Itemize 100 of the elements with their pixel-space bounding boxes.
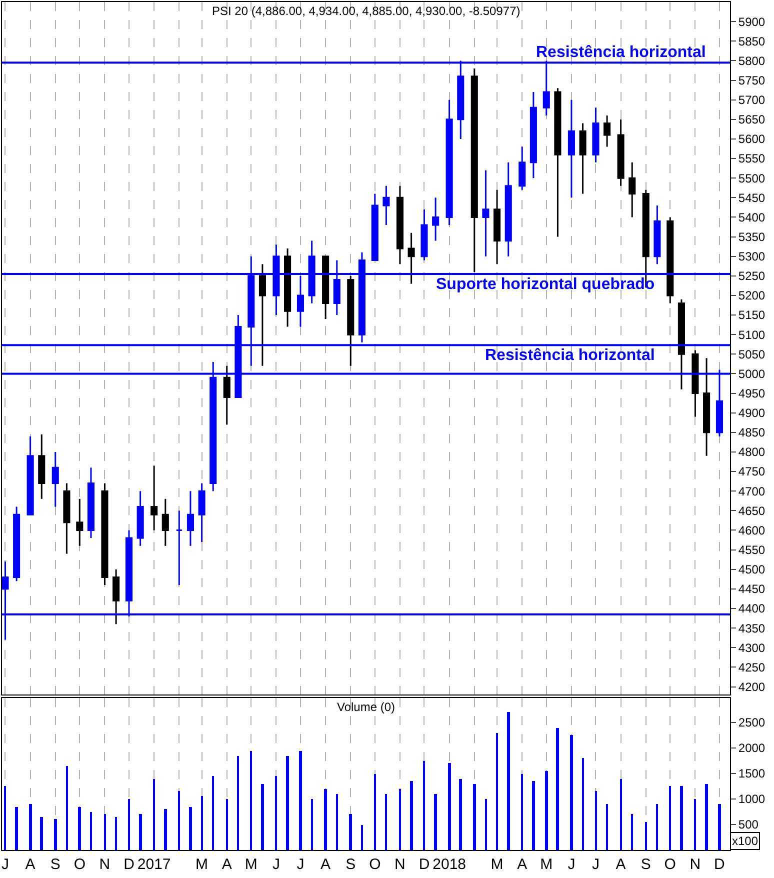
bar (582, 758, 584, 850)
candlestick (176, 510, 183, 586)
candlestick (258, 263, 266, 367)
y-tick-label: 5850 (738, 34, 766, 48)
x-tick-label: J (272, 856, 280, 873)
y-tick-label: 4850 (738, 426, 766, 440)
bar (286, 756, 289, 850)
x-tick-label: M (540, 856, 553, 873)
candlestick (518, 146, 526, 191)
bar (545, 770, 548, 850)
y-tick-label: 4800 (738, 445, 766, 460)
candlestick (198, 482, 206, 543)
ref-line-label: Resistência horizontal (485, 347, 655, 364)
candlestick (186, 490, 194, 547)
candlestick (678, 298, 685, 390)
candlestick (101, 482, 108, 586)
bar (606, 804, 608, 850)
bar (532, 780, 535, 850)
y-tick-label: 5750 (738, 73, 766, 88)
candlestick (692, 350, 699, 418)
candlestick (322, 256, 330, 320)
bar (459, 778, 462, 850)
bar (645, 822, 647, 850)
y-tick-label: 500 (738, 818, 759, 832)
candlestick (26, 436, 34, 516)
x-tick-label: 2018 (432, 856, 466, 873)
y-tick-label: 5000 (738, 366, 766, 381)
x-tick-label: S (50, 856, 60, 873)
x-tick-label: D (124, 856, 135, 873)
bar (595, 790, 597, 850)
y-tick-label: 5350 (738, 230, 766, 244)
bar (718, 804, 721, 850)
x-tick-label: D (418, 856, 430, 873)
candlestick (579, 122, 586, 194)
candlestick (76, 498, 84, 547)
y-tick-label: 4650 (738, 504, 766, 518)
bar (128, 798, 130, 850)
y-tick-label: 4350 (738, 621, 766, 636)
candlestick (554, 87, 562, 238)
chart-title: Volume (0) (337, 700, 396, 714)
bar (374, 774, 376, 850)
candlestick (504, 162, 512, 258)
bar (189, 806, 192, 850)
y-tick-label: 4750 (738, 464, 766, 479)
x-tick-label: O (664, 856, 676, 873)
x-tick-label: A (320, 856, 331, 873)
candlestick (87, 466, 94, 539)
y-tick-label: 5450 (738, 190, 766, 205)
y-tick-label: 5400 (738, 210, 766, 224)
bar (250, 750, 252, 850)
candlestick (223, 365, 230, 426)
candlestick (628, 162, 636, 218)
y-tick-label: 4900 (738, 406, 766, 420)
y-tick-label: 4250 (738, 660, 766, 674)
bar (29, 804, 32, 850)
bar (694, 798, 696, 850)
y-tick-label: 5700 (738, 93, 766, 108)
x-tick-label: A (25, 856, 36, 873)
bar (496, 732, 498, 850)
bar (399, 788, 401, 850)
y-tick-label: 4400 (738, 602, 766, 616)
y-tick-label: 5800 (738, 54, 766, 68)
bar (237, 756, 239, 850)
y-tick-label: 5550 (738, 152, 766, 166)
y-tick-label: 5300 (738, 250, 766, 264)
bar (212, 776, 214, 850)
bar (349, 814, 352, 850)
x-tick-label: M (196, 856, 208, 873)
x-tick-label: S (346, 856, 356, 873)
bar (680, 786, 683, 850)
x-tick-label: M (244, 856, 258, 873)
candlestick (654, 204, 661, 265)
ref-line-label: Resistência horizontal (536, 44, 706, 61)
y-tick-label: 2000 (738, 741, 766, 756)
bar (656, 804, 658, 850)
bar (631, 814, 633, 850)
bar (261, 784, 264, 850)
y-tick-label: 4300 (738, 640, 766, 655)
y-tick-label: 5200 (738, 288, 766, 303)
y-tick-label: 5150 (738, 308, 766, 322)
candlestick (604, 114, 611, 148)
x-tick-label: A (222, 856, 232, 873)
bar (178, 790, 180, 850)
y-tick-label: 2500 (738, 716, 766, 730)
bar (385, 794, 387, 850)
bar (153, 778, 155, 850)
candlestick (666, 216, 674, 304)
y-tick-label: 1500 (738, 766, 766, 781)
y-tick-label: 4600 (738, 523, 766, 538)
candlestick (446, 99, 453, 226)
bar (324, 788, 327, 850)
candlestick (13, 506, 20, 582)
x-tick-label: N (394, 856, 406, 873)
bar (201, 796, 203, 850)
bar (705, 784, 708, 850)
x-tick-label: J (1, 856, 9, 873)
candlestick (482, 170, 490, 258)
bar (556, 728, 559, 850)
candlestick (703, 357, 710, 457)
candlestick (371, 192, 378, 261)
